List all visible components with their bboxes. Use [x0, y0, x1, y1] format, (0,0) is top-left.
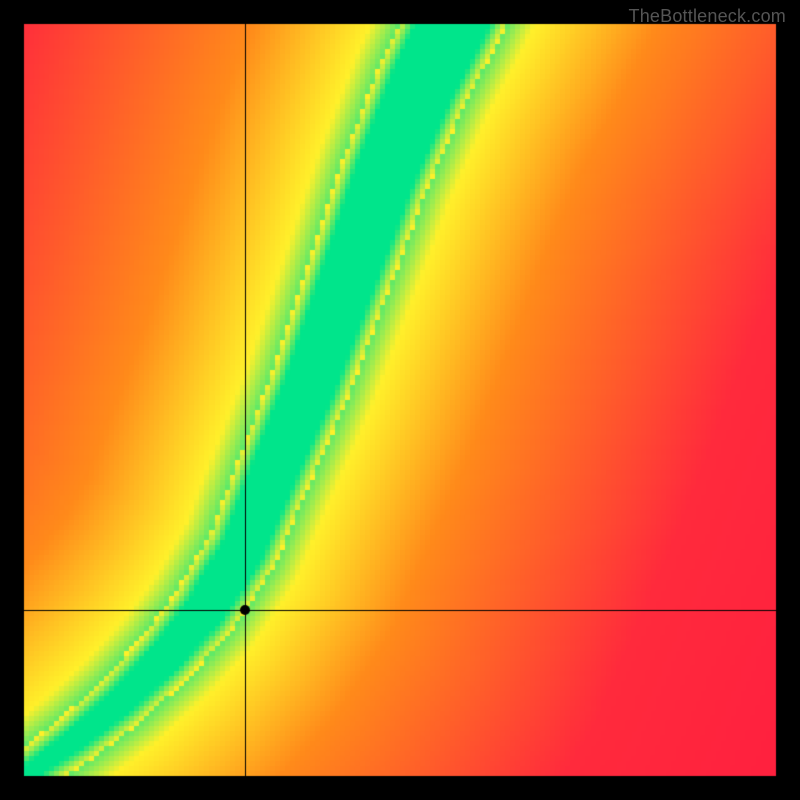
heatmap-canvas — [0, 0, 800, 800]
watermark-text: TheBottleneck.com — [629, 6, 786, 27]
chart-container: TheBottleneck.com — [0, 0, 800, 800]
